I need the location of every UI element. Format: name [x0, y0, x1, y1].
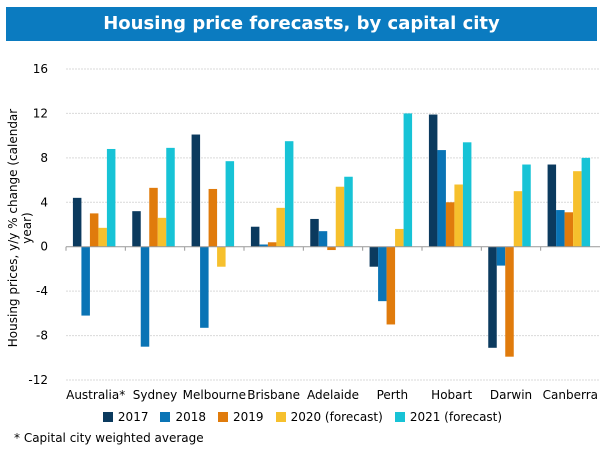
bar-2019-Sydney — [149, 187, 158, 247]
legend-swatch — [160, 412, 171, 422]
x-tick-label: Perth — [377, 388, 408, 402]
bar-2021-Sydney — [166, 147, 175, 247]
x-tick-label: Adelaide — [307, 388, 359, 402]
x-tick-label: Sydney — [133, 388, 177, 402]
bar-2017-Hobart — [428, 114, 438, 247]
legend: 2017 2018 2019 2020 (forecast) 2021 (forecas… — [0, 410, 605, 425]
bar-2021-Adelaide — [344, 176, 353, 247]
x-tick-label: Brisbane — [247, 388, 300, 402]
y-tick-label: 0 — [40, 240, 48, 254]
legend-item: 2021 (forecast) — [394, 410, 503, 424]
bar-2020-Darwin — [513, 191, 523, 247]
y-tick-label: 4 — [40, 195, 48, 209]
bar-2020-Melbourne — [217, 246, 226, 267]
chart-title: Housing price forecasts, by capital city — [6, 7, 597, 41]
legend-swatch — [275, 412, 286, 422]
bar-2018-Hobart — [437, 150, 446, 247]
x-tick-label: Darwin — [490, 388, 532, 402]
legend-label: 2019 — [233, 410, 264, 424]
legend-swatch — [218, 412, 229, 422]
x-tick-label: Australia* — [66, 388, 125, 402]
y-tick-label: 8 — [40, 151, 48, 165]
bar-2021-Melbourne — [225, 161, 235, 247]
bar-2019-Melbourne — [208, 188, 218, 247]
bar-2018-Australia — [81, 246, 90, 316]
bar-2017-Australia — [72, 197, 82, 247]
bar-2020-Hobart — [454, 184, 463, 247]
bar-2018-Canberra — [556, 210, 565, 247]
bar-2018-Melbourne — [200, 246, 209, 328]
y-tick-label: -8 — [36, 329, 48, 343]
y-tick-label: 16 — [33, 62, 48, 76]
bar-2018-Adelaide — [318, 231, 328, 247]
bar-2018-Darwin — [496, 246, 506, 266]
bar-2020-Perth — [395, 228, 404, 247]
bar-2019-Perth — [386, 246, 396, 325]
legend-label: 2017 — [117, 410, 149, 424]
bar-2021-Hobart — [462, 142, 472, 247]
y-tick-label: -12 — [28, 373, 48, 387]
legend-label: 2021 (forecast) — [409, 410, 503, 424]
bar-2017-Sydney — [132, 211, 141, 247]
bar-2021-Perth — [403, 113, 413, 247]
legend-label: 2020 (forecast) — [290, 410, 383, 424]
bar-2021-Darwin — [522, 164, 531, 247]
legend-label: 2018 — [175, 410, 207, 424]
bar-2020-Brisbane — [276, 207, 285, 247]
bar-2021-Canberra — [581, 157, 591, 247]
legend-swatch — [394, 412, 405, 422]
bar-2018-Sydney — [140, 246, 150, 347]
x-tick-label: Hobart — [431, 388, 472, 402]
y-tick-label: 12 — [33, 106, 48, 120]
legend-swatch — [102, 412, 113, 422]
bar-2019-Hobart — [445, 202, 455, 247]
bar-2019-Adelaide — [327, 246, 336, 251]
bar-2017-Melbourne — [191, 134, 201, 247]
bar-2017-Darwin — [488, 246, 497, 348]
bar-2017-Adelaide — [310, 218, 319, 247]
bar-2021-Brisbane — [284, 141, 294, 247]
bar-2020-Adelaide — [335, 186, 345, 247]
footnote: * Capital city weighted average — [14, 431, 204, 445]
y-tick-label: -4 — [36, 284, 48, 298]
legend-item: 2019 — [218, 410, 264, 424]
bar-2017-Perth — [369, 246, 379, 267]
bar-2020-Australia — [98, 227, 107, 247]
bar-2018-Brisbane — [259, 244, 268, 247]
x-tick-label: Canberra — [543, 388, 598, 402]
x-tick-label: Melbourne — [183, 388, 246, 402]
bar-2019-Australia — [89, 213, 99, 247]
bar-2021-Australia — [106, 148, 116, 247]
bar-2017-Canberra — [547, 164, 557, 247]
bar-2020-Canberra — [573, 171, 582, 247]
bar-2018-Perth — [378, 246, 387, 302]
bar-2019-Brisbane — [267, 242, 277, 247]
bar-2020-Sydney — [157, 217, 167, 247]
bar-2019-Darwin — [505, 246, 514, 357]
legend-item: 2018 — [160, 410, 206, 424]
bar-2019-Canberra — [564, 212, 574, 247]
legend-item: 2017 — [102, 410, 149, 424]
legend-item: 2020 (forecast) — [275, 410, 383, 424]
bar-2017-Brisbane — [250, 226, 260, 247]
